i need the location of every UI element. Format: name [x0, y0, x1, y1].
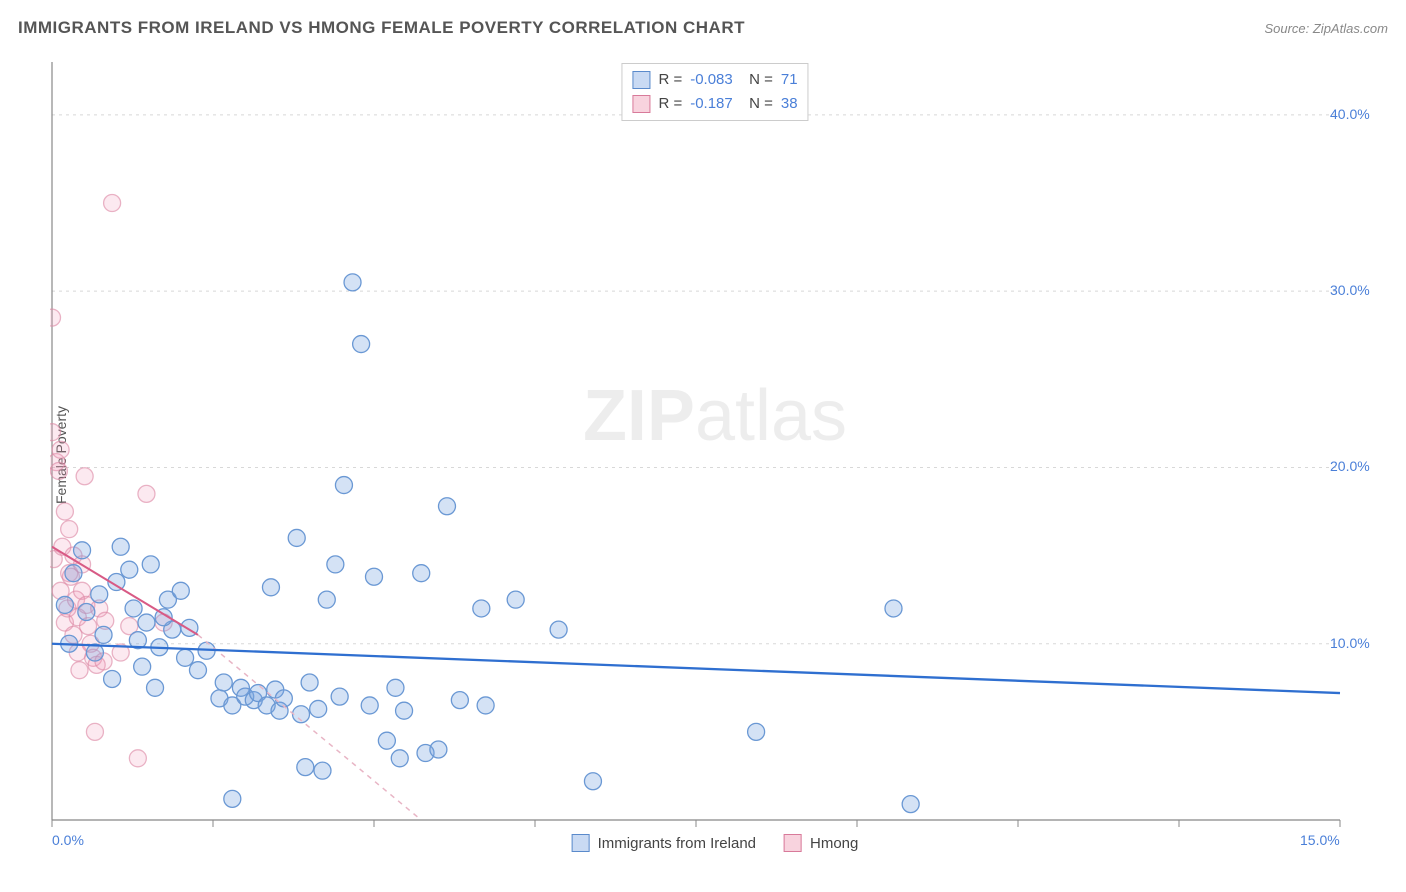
n-label: N =: [741, 92, 773, 116]
n-label: N =: [741, 68, 773, 92]
r-label: R =: [658, 68, 682, 92]
legend-label: Immigrants from Ireland: [598, 835, 756, 852]
x-tick-label: 15.0%: [1300, 832, 1340, 848]
chart-header: IMMIGRANTS FROM IRELAND VS HMONG FEMALE …: [18, 18, 1388, 38]
legend-item-ireland: Immigrants from Ireland: [572, 834, 756, 852]
swatch-pink-icon: [784, 834, 802, 852]
r-value: -0.083: [690, 68, 733, 92]
series-legend: Immigrants from Ireland Hmong: [572, 834, 859, 852]
n-value: 71: [781, 68, 798, 92]
r-value: -0.187: [690, 92, 733, 116]
legend-item-hmong: Hmong: [784, 834, 858, 852]
swatch-blue-icon: [632, 71, 650, 89]
scatter-plot: [50, 60, 1380, 850]
y-tick-label: 10.0%: [1330, 635, 1370, 651]
legend-label: Hmong: [810, 835, 858, 852]
source-attribution: Source: ZipAtlas.com: [1264, 21, 1388, 36]
chart-title: IMMIGRANTS FROM IRELAND VS HMONG FEMALE …: [18, 18, 745, 38]
y-tick-label: 20.0%: [1330, 458, 1370, 474]
stats-row-ireland: R = -0.083 N = 71: [632, 68, 797, 92]
source-name: ZipAtlas.com: [1313, 21, 1388, 36]
x-tick-label: 0.0%: [52, 832, 84, 848]
stats-row-hmong: R = -0.187 N = 38: [632, 92, 797, 116]
swatch-pink-icon: [632, 95, 650, 113]
r-label: R =: [658, 92, 682, 116]
swatch-blue-icon: [572, 834, 590, 852]
y-tick-label: 30.0%: [1330, 282, 1370, 298]
n-value: 38: [781, 92, 798, 116]
correlation-stats-legend: R = -0.083 N = 71 R = -0.187 N = 38: [621, 63, 808, 121]
chart-area: Female Poverty ZIPatlas R = -0.083 N = 7…: [50, 60, 1380, 850]
source-prefix: Source:: [1264, 21, 1312, 36]
y-tick-label: 40.0%: [1330, 106, 1370, 122]
